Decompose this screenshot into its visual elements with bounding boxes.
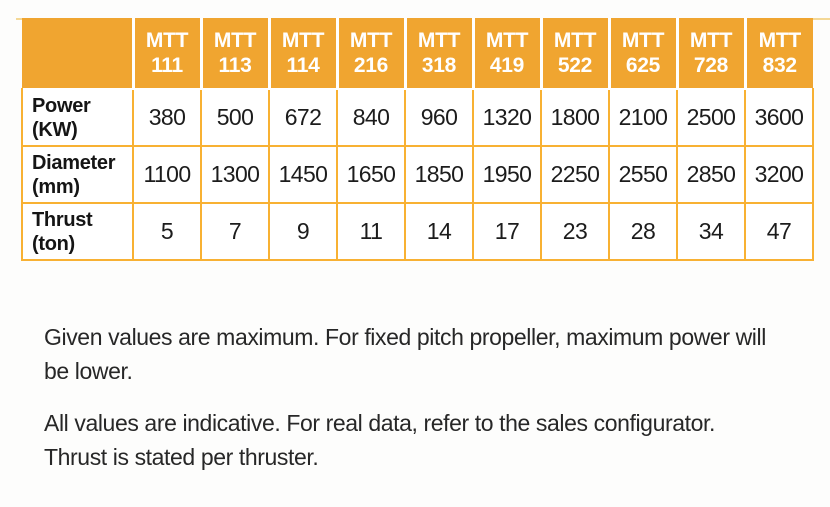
model-number: 832 xyxy=(762,54,797,77)
model-prefix: MTT xyxy=(349,29,393,52)
model-number: 216 xyxy=(353,54,389,77)
model-prefix: MTT xyxy=(213,29,257,52)
note-line: Given values are maximum. For fixed pitc… xyxy=(44,324,766,350)
row-label-thrust: Thrust (ton) xyxy=(21,202,134,261)
value-cell: 840 xyxy=(336,88,406,147)
model-number: 522 xyxy=(557,54,593,77)
row-power: Power (KW) 380 500 672 840 960 1320 1800… xyxy=(21,88,814,147)
note-line: Thrust is stated per thruster. xyxy=(44,444,319,470)
row-label-power: Power (KW) xyxy=(21,88,134,147)
note-indicative-values: All values are indicative. For real data… xyxy=(44,406,715,474)
model-prefix: MTT xyxy=(281,29,325,52)
note-line: All values are indicative. For real data… xyxy=(44,410,715,436)
model-prefix: MTT xyxy=(485,29,529,52)
value-cell: 14 xyxy=(404,202,474,261)
table-header-row: MTT 111 MTT 113 MTT 114 MTT 216 MTT 31 xyxy=(22,18,813,89)
model-number: 114 xyxy=(286,54,320,77)
value-cell: 3600 xyxy=(744,88,814,147)
value-cell: 1450 xyxy=(268,145,338,204)
row-label-line: Power xyxy=(32,94,91,117)
model-number: 113 xyxy=(218,54,252,77)
value-cell: 380 xyxy=(132,88,202,147)
column-header-mtt-113: MTT 113 xyxy=(199,18,269,89)
model-prefix: MTT xyxy=(621,29,665,52)
value-cell: 5 xyxy=(132,202,202,261)
value-cell: 2100 xyxy=(608,88,678,147)
model-prefix: MTT xyxy=(689,29,733,52)
model-number: 419 xyxy=(489,54,525,77)
value-cell: 2550 xyxy=(608,145,678,204)
value-cell: 1800 xyxy=(540,88,610,147)
value-cell: 1300 xyxy=(200,145,270,204)
row-thrust: Thrust (ton) 5 7 9 11 14 17 23 28 34 47 xyxy=(21,202,814,261)
column-header-mtt-625: MTT 625 xyxy=(607,18,677,89)
thruster-spec-table: MTT 111 MTT 113 MTT 114 MTT 216 MTT 31 xyxy=(21,18,814,261)
row-label-unit: (ton) xyxy=(32,232,75,255)
model-prefix: MTT xyxy=(758,29,802,52)
column-header-mtt-419: MTT 419 xyxy=(471,18,541,89)
value-cell: 7 xyxy=(200,202,270,261)
value-cell: 23 xyxy=(540,202,610,261)
column-header-mtt-216: MTT 216 xyxy=(335,18,405,89)
value-cell: 2250 xyxy=(540,145,610,204)
value-cell: 34 xyxy=(676,202,746,261)
model-number: 728 xyxy=(693,54,729,77)
model-number: 318 xyxy=(421,54,457,77)
column-header-mtt-522: MTT 522 xyxy=(539,18,609,89)
column-header-mtt-728: MTT 728 xyxy=(675,18,745,89)
value-cell: 17 xyxy=(472,202,542,261)
model-number: 625 xyxy=(625,54,661,77)
model-prefix: MTT xyxy=(417,29,461,52)
value-cell: 47 xyxy=(744,202,814,261)
value-cell: 960 xyxy=(404,88,474,147)
value-cell: 1320 xyxy=(472,88,542,147)
value-cell: 1100 xyxy=(132,145,202,204)
column-header-mtt-318: MTT 318 xyxy=(403,18,473,89)
model-number: 111 xyxy=(151,54,183,77)
column-header-mtt-114: MTT 114 xyxy=(267,18,337,89)
column-header-mtt-111: MTT 111 xyxy=(131,18,201,89)
value-cell: 1650 xyxy=(336,145,406,204)
model-prefix: MTT xyxy=(145,29,189,52)
row-label-line: Thrust xyxy=(32,208,93,231)
value-cell: 2500 xyxy=(676,88,746,147)
row-label-line: Diameter xyxy=(32,151,116,174)
value-cell: 28 xyxy=(608,202,678,261)
row-diameter: Diameter (mm) 1100 1300 1450 1650 1850 1… xyxy=(21,145,814,204)
value-cell: 3200 xyxy=(744,145,814,204)
row-label-diameter: Diameter (mm) xyxy=(21,145,134,204)
value-cell: 672 xyxy=(268,88,338,147)
model-prefix: MTT xyxy=(553,29,597,52)
corner-cell xyxy=(22,18,133,89)
column-header-mtt-832: MTT 832 xyxy=(743,18,813,89)
value-cell: 500 xyxy=(200,88,270,147)
value-cell: 2850 xyxy=(676,145,746,204)
note-maximum-values: Given values are maximum. For fixed pitc… xyxy=(44,320,766,388)
value-cell: 9 xyxy=(268,202,338,261)
value-cell: 1850 xyxy=(404,145,474,204)
value-cell: 11 xyxy=(336,202,406,261)
row-label-unit: (mm) xyxy=(32,175,80,198)
note-line: be lower. xyxy=(44,358,133,384)
row-label-unit: (KW) xyxy=(32,118,78,141)
value-cell: 1950 xyxy=(472,145,542,204)
